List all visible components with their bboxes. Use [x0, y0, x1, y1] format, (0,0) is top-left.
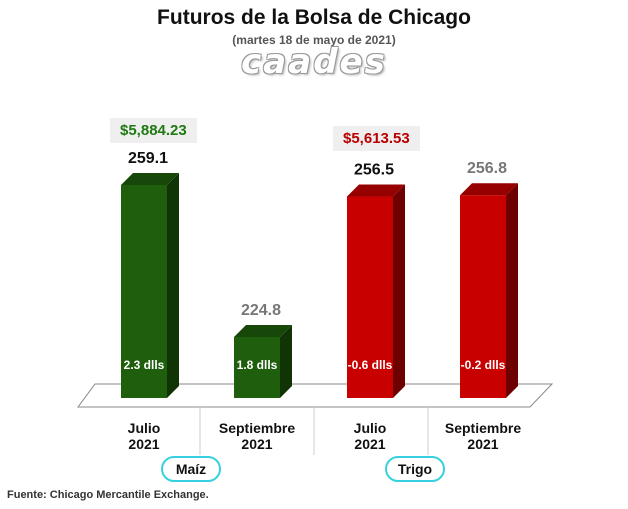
tick-label: 2021: [467, 436, 498, 452]
tick-label: Julio: [354, 420, 387, 436]
bar-side: [506, 183, 518, 398]
chart-subtitle: (martes 18 de mayo de 2021): [232, 33, 396, 47]
corn-price-box: $5,884.23: [110, 118, 197, 143]
bar-side: [167, 173, 179, 398]
bar-top: [234, 325, 292, 337]
tick-label: 2021: [354, 436, 385, 452]
tick-label: 2021: [241, 436, 272, 452]
data-label: 256.8: [467, 160, 507, 177]
group-label-corn: Maíz: [161, 456, 221, 482]
bar: [234, 337, 280, 398]
tick-label: Septiembre: [219, 420, 295, 436]
bar-top: [347, 184, 405, 197]
change-label: 1.8 dlls: [237, 358, 278, 372]
wheat-price-box: $5,613.53: [333, 126, 420, 151]
data-label: 256.5: [354, 162, 394, 179]
bar-side: [393, 184, 405, 398]
group-label-wheat: Trigo: [385, 456, 445, 482]
bar: [347, 196, 393, 398]
source-note: Fuente: Chicago Mercantile Exchange.: [7, 489, 209, 501]
change-label: -0.6 dlls: [348, 358, 393, 372]
caades-logo: caades: [241, 42, 387, 82]
bar-side: [280, 325, 292, 398]
tick-label: Septiembre: [445, 420, 521, 436]
bar: [121, 185, 167, 398]
bar: [460, 195, 506, 398]
change-label: 2.3 dlls: [124, 358, 165, 372]
change-label: -0.2 dlls: [461, 358, 506, 372]
data-label: 259.1: [128, 150, 168, 167]
chart-title: Futuros de la Bolsa de Chicago: [157, 6, 471, 29]
bar-top: [460, 183, 518, 196]
tick-label: 2021: [128, 436, 159, 452]
bar-top: [121, 173, 179, 185]
tick-label: Julio: [128, 420, 161, 436]
data-label: 224.8: [241, 302, 281, 319]
